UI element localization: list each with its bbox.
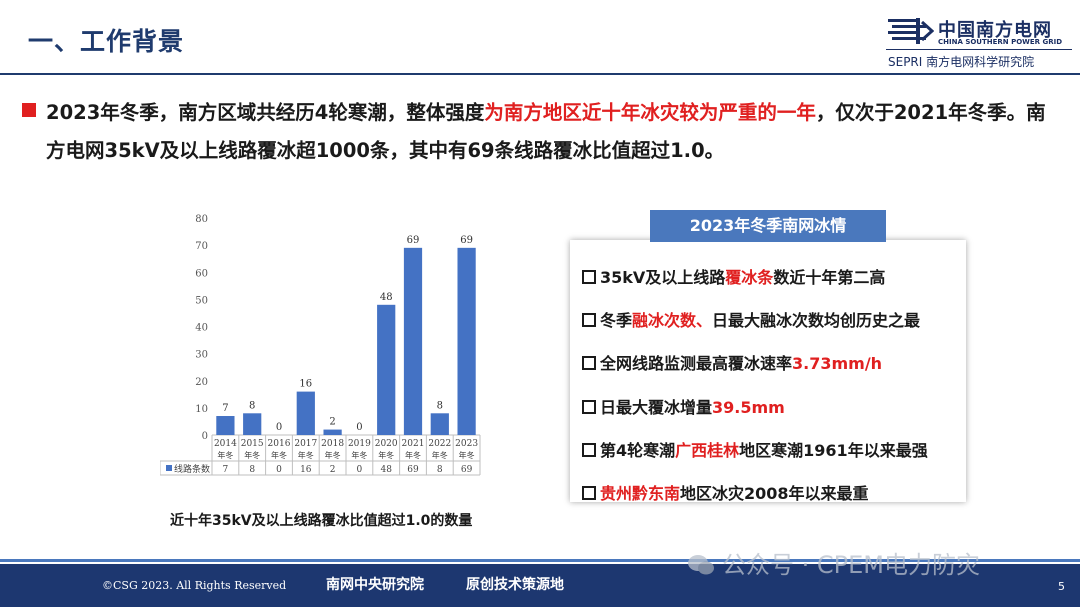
panel-title: 2023年冬季南网冰情	[650, 210, 886, 242]
x-tick-label: 2014	[214, 439, 237, 449]
x-tick-label: 2015	[241, 439, 264, 449]
x-tick-label: 2022	[428, 439, 451, 449]
table-value: 16	[300, 465, 312, 475]
csg-emblem-icon	[888, 18, 934, 44]
table-value: 8	[437, 465, 443, 475]
x-tick-label: 年冬	[217, 450, 233, 460]
data-label: 8	[437, 400, 443, 411]
x-tick-label: 2017	[294, 439, 317, 449]
logo-chinese-text: 中国南方电网	[938, 20, 1052, 41]
page-title: 一、工作背景	[28, 27, 185, 56]
table-value: 69	[461, 465, 473, 475]
x-tick-label: 年冬	[405, 450, 421, 460]
footer-bar	[0, 564, 1080, 607]
intro-highlight: 为南方地区近十年冰灾较为严重的一年	[484, 101, 816, 124]
panel-item-1: 35kV及以上线路覆冰条数近十年第二高	[582, 264, 885, 288]
chart-caption: 近十年35kV及以上线路覆冰比值超过1.0的数量	[170, 513, 473, 529]
logo-subtitle: SEPRI 南方电网科学研究院	[888, 55, 1035, 69]
table-value: 0	[357, 465, 363, 475]
x-tick-label: 2021	[402, 439, 425, 449]
legend-swatch	[166, 465, 172, 471]
panel-item-2: 冬季融冰次数、日最大融冰次数均创历史之最	[582, 307, 920, 331]
y-tick-label: 40	[195, 323, 208, 334]
logo-english-text: CHINA SOUTHERN POWER GRID	[938, 38, 1063, 46]
x-tick-label: 年冬	[432, 450, 448, 460]
intro-text-1: 2023年冬季，南方区域共经历4轮寒潮，整体强度	[46, 101, 485, 124]
x-tick-label: 年冬	[271, 450, 287, 460]
bar	[403, 247, 423, 435]
logo-divider	[886, 49, 1072, 50]
csg-logo: 中国南方电网 CHINA SOUTHERN POWER GRID SEPRI 南…	[886, 14, 1072, 72]
red-square-bullet-icon	[22, 103, 36, 117]
header-divider	[0, 73, 1080, 75]
bar	[430, 413, 449, 435]
y-tick-label: 50	[195, 295, 208, 306]
x-tick-label: 2018	[321, 439, 344, 449]
bar	[377, 304, 396, 435]
y-tick-label: 80	[195, 214, 208, 225]
legend-label: 线路条数	[174, 463, 210, 475]
data-label: 0	[276, 422, 282, 433]
y-tick-label: 0	[202, 431, 208, 442]
page-number: 5	[1058, 580, 1065, 593]
x-tick-label: 年冬	[244, 450, 260, 460]
table-value: 2	[330, 465, 336, 475]
x-tick-label: 2019	[348, 439, 371, 449]
x-tick-label: 2016	[268, 439, 291, 449]
x-tick-label: 年冬	[459, 450, 475, 460]
panel-item-3: 全网线路监测最高覆冰速率3.73mm/h	[582, 350, 882, 374]
data-label: 7	[222, 403, 228, 414]
data-label: 69	[407, 235, 420, 246]
table-value: 8	[249, 465, 255, 475]
panel-item-4: 日最大覆冰增量39.5mm	[582, 394, 785, 418]
data-label: 2	[329, 417, 335, 428]
y-tick-label: 70	[195, 241, 208, 252]
bar	[296, 391, 315, 435]
table-value: 48	[380, 465, 392, 475]
y-tick-label: 20	[195, 377, 208, 388]
panel-item-6: 贵州黔东南地区冰灾2008年以来最重	[582, 480, 869, 504]
data-label: 8	[249, 400, 255, 411]
checkbox-square-icon	[582, 356, 596, 370]
footer-slogan-2: 原创技术策源地	[466, 577, 564, 593]
x-tick-label: 年冬	[351, 450, 367, 460]
y-tick-label: 60	[195, 268, 208, 279]
wechat-watermark: 公众号 · CPEM电力防灾	[686, 545, 980, 580]
ice-status-panel: 35kV及以上线路覆冰条数近十年第二高 冬季融冰次数、日最大融冰次数均创历史之最…	[570, 240, 966, 504]
footer-copyright: ©CSG 2023. All Rights Reserved	[102, 579, 287, 592]
bar	[323, 429, 342, 435]
x-tick-label: 年冬	[378, 450, 394, 460]
bar	[457, 247, 476, 435]
bar	[243, 413, 262, 435]
checkbox-square-icon	[582, 313, 596, 327]
checkbox-square-icon	[582, 443, 596, 457]
data-label: 69	[460, 235, 473, 246]
checkbox-square-icon	[582, 486, 596, 500]
x-tick-label: 年冬	[325, 450, 341, 460]
x-tick-label: 年冬	[298, 450, 314, 460]
table-value: 0	[276, 465, 282, 475]
table-value: 69	[407, 465, 419, 475]
checkbox-square-icon	[582, 400, 596, 414]
x-tick-label: 2020	[375, 439, 398, 449]
checkbox-square-icon	[582, 270, 596, 284]
wechat-icon	[688, 555, 714, 575]
y-tick-label: 10	[195, 404, 208, 415]
x-tick-label: 2023	[455, 439, 478, 449]
footer-accent-line	[0, 559, 1080, 562]
data-label: 16	[299, 379, 312, 390]
panel-item-5: 第4轮寒潮广西桂林地区寒潮1961年以来最强	[582, 437, 928, 461]
bar	[216, 416, 235, 435]
table-value: 7	[223, 465, 229, 475]
intro-paragraph: 2023年冬季，南方区域共经历4轮寒潮，整体强度为南方地区近十年冰灾较为严重的一…	[46, 94, 1061, 170]
data-label: 0	[356, 422, 362, 433]
footer-slogan-1: 南网中央研究院	[326, 577, 424, 593]
y-tick-label: 30	[195, 350, 208, 361]
data-label: 48	[380, 292, 393, 303]
intro-text-2: ，仅次于2021年冬季。南方电网35kV及以上线路覆冰超1000条，其中有69条…	[46, 101, 1046, 162]
